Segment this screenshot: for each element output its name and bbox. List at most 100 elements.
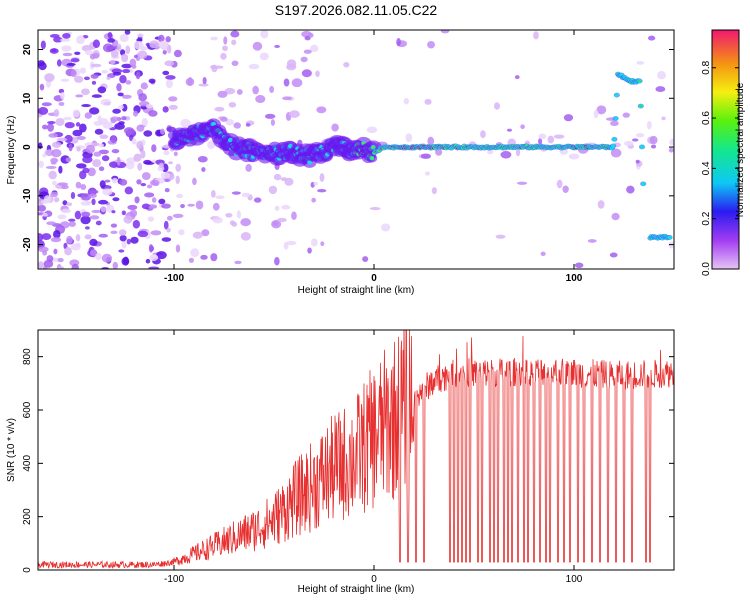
spectrogram-noise-blob <box>624 140 634 147</box>
spectrogram-noise-blob <box>84 226 90 230</box>
spectrogram-noise-blob <box>56 137 68 142</box>
spectrogram-noise-blob <box>225 212 233 218</box>
spectrogram-noise-blob <box>175 244 181 253</box>
spectrogram-noise-blob <box>102 188 113 196</box>
spectrogram-noise-blob <box>70 69 77 78</box>
spectrogram-noise-blob <box>316 188 327 193</box>
spectrogram-noise-blob <box>241 192 251 198</box>
spectrogram-noise-blob <box>158 198 166 205</box>
spectrogram-noise-blob <box>62 200 68 206</box>
spectrogram-noise-blob <box>431 187 437 195</box>
spectrogram-noise-blob <box>59 38 71 42</box>
spectrogram-noise-blob <box>124 186 134 195</box>
spectrogram-noise-blob <box>66 202 73 207</box>
spectrogram-noise-blob <box>99 180 106 188</box>
spectrogram-noise-blob <box>301 69 312 78</box>
spectrogram-noise-blob <box>84 76 90 81</box>
spectrogram-signal-core <box>307 160 312 165</box>
spectrogram-noise-blob <box>126 238 131 245</box>
spectrogram-noise-blob <box>89 238 98 246</box>
spectrogram-noise-blob <box>495 234 506 239</box>
spectrogram-noise-blob <box>95 252 102 261</box>
spectrogram-noise-blob <box>220 52 227 60</box>
spectrogram-noise-blob <box>50 148 62 158</box>
spectrogram-noise-blob <box>72 129 83 137</box>
spectrogram-noise-blob <box>47 121 56 125</box>
spectrogram-noise-blob <box>88 193 97 198</box>
spectrogram-noise-blob <box>210 36 218 41</box>
spectrogram-noise-blob <box>136 179 142 185</box>
spectrogram-noise-blob <box>61 208 72 214</box>
spectrogram-noise-blob <box>435 148 443 156</box>
spectrogram-noise-blob <box>547 135 555 144</box>
spectrogram-noise-blob <box>149 179 160 186</box>
spectrogram-noise-blob <box>283 78 290 87</box>
spectrogram-noise-blob <box>148 78 156 84</box>
spectrogram-noise-blob <box>661 116 666 121</box>
spectrogram-noise-blob <box>166 227 171 233</box>
spectrogram-noise-blob <box>38 233 44 242</box>
spectrogram-noise-blob <box>80 183 87 191</box>
spectrogram-noise-blob <box>97 86 107 94</box>
spectrogram-noise-blob <box>90 73 99 79</box>
spectrogram-noise-blob <box>71 263 80 269</box>
spectrogram-noise-blob <box>136 124 145 132</box>
spectrogram-noise-blob <box>57 266 65 269</box>
spectrogram-noise-blob <box>236 210 241 219</box>
spectrogram-noise-blob <box>304 35 311 41</box>
spectrogram-noise-blob <box>116 83 122 92</box>
spectrogram-noise-blob <box>134 196 140 204</box>
spectrogram-y-ticks: -20 -10 0 10 20 <box>22 44 674 252</box>
spectrogram-noise-blob <box>91 142 100 147</box>
spectrogram-noise-blob <box>118 104 124 110</box>
spectrogram-noise <box>38 30 674 269</box>
spectrogram-noise-blob <box>53 248 58 255</box>
spectrogram-y-tick-label: 0 <box>22 144 33 150</box>
spectrogram-noise-blob <box>133 54 138 58</box>
spectrogram-noise-blob <box>207 140 216 150</box>
spectrogram-noise-blob <box>119 179 128 186</box>
spectrogram-noise-blob <box>140 149 146 159</box>
snr-series-line <box>38 330 674 570</box>
spectrogram-noise-blob <box>610 120 619 127</box>
spectrogram-noise-blob <box>231 39 237 46</box>
spectrogram-noise-blob <box>195 200 204 210</box>
spectrogram-noise-blob <box>101 253 113 263</box>
spectrogram-noise-blob <box>286 240 297 246</box>
spectrogram-signal-core <box>640 181 646 187</box>
spectrogram-noise-blob <box>89 107 100 115</box>
spectrogram-noise-blob <box>274 44 281 48</box>
spectrogram-noise-blob <box>45 165 57 170</box>
spectrogram-noise-blob <box>506 128 513 132</box>
spectrogram-noise-blob <box>145 104 153 109</box>
spectrogram-noise-blob <box>110 116 120 122</box>
spectrogram-noise-blob <box>114 122 125 130</box>
spectrogram-noise-blob <box>92 39 101 49</box>
spectrogram-noise-blob <box>160 172 171 180</box>
spectrogram-noise-blob <box>180 118 191 128</box>
snr-x-tick-label: -100 <box>164 574 184 585</box>
spectrogram-noise-blob <box>121 53 129 63</box>
spectrogram-y-tick-label: 10 <box>22 92 33 104</box>
spectrogram-noise-blob <box>556 179 563 189</box>
spectrogram-noise-blob <box>162 106 169 113</box>
spectrogram-noise-blob <box>303 49 312 54</box>
spectrogram-noise-blob <box>635 159 640 164</box>
spectrogram-noise-blob <box>68 143 73 152</box>
snr-y-tick-label: 0 <box>22 567 33 573</box>
spectrogram-noise-blob <box>48 170 57 180</box>
spectrogram-noise-blob <box>212 217 223 224</box>
snr-x-tick-label: 0 <box>371 574 377 585</box>
spectrogram-noise-blob <box>231 191 241 195</box>
spectrogram-noise-blob <box>53 197 60 203</box>
colorbar-tick-label: 0.0 <box>701 262 712 276</box>
spectrogram-noise-blob <box>98 143 104 148</box>
spectrogram-noise-blob <box>319 173 325 182</box>
spectrogram-noise-blob <box>79 67 86 74</box>
spectrogram-noise-blob <box>61 184 69 190</box>
spectrogram-noise-blob <box>101 69 109 74</box>
spectrogram-noise-blob <box>165 75 176 80</box>
spectrogram-noise-blob <box>281 204 291 210</box>
spectrogram-noise-blob <box>260 30 269 39</box>
